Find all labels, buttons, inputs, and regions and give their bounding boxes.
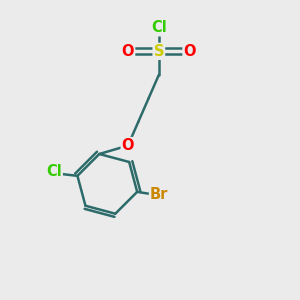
Text: S: S [154, 44, 164, 59]
Text: O: O [184, 44, 196, 59]
Text: Cl: Cl [46, 164, 62, 179]
Text: O: O [122, 44, 134, 59]
Text: Cl: Cl [151, 20, 167, 35]
Text: O: O [122, 138, 134, 153]
Text: Br: Br [150, 187, 168, 202]
